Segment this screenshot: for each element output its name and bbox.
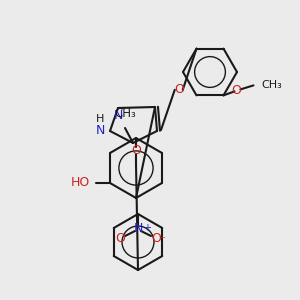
- Text: O: O: [174, 83, 184, 96]
- Text: HO: HO: [71, 176, 90, 190]
- Text: O: O: [131, 143, 141, 157]
- Text: O: O: [232, 84, 242, 97]
- Text: N: N: [133, 221, 143, 235]
- Text: H: H: [96, 114, 104, 124]
- Text: ⁻: ⁻: [159, 235, 165, 245]
- Text: N: N: [113, 109, 123, 122]
- Text: CH₃: CH₃: [262, 80, 282, 90]
- Text: O: O: [115, 232, 125, 244]
- Text: +: +: [143, 223, 151, 233]
- Text: CH₃: CH₃: [114, 107, 136, 120]
- Text: O: O: [151, 232, 161, 244]
- Text: N: N: [96, 124, 105, 137]
